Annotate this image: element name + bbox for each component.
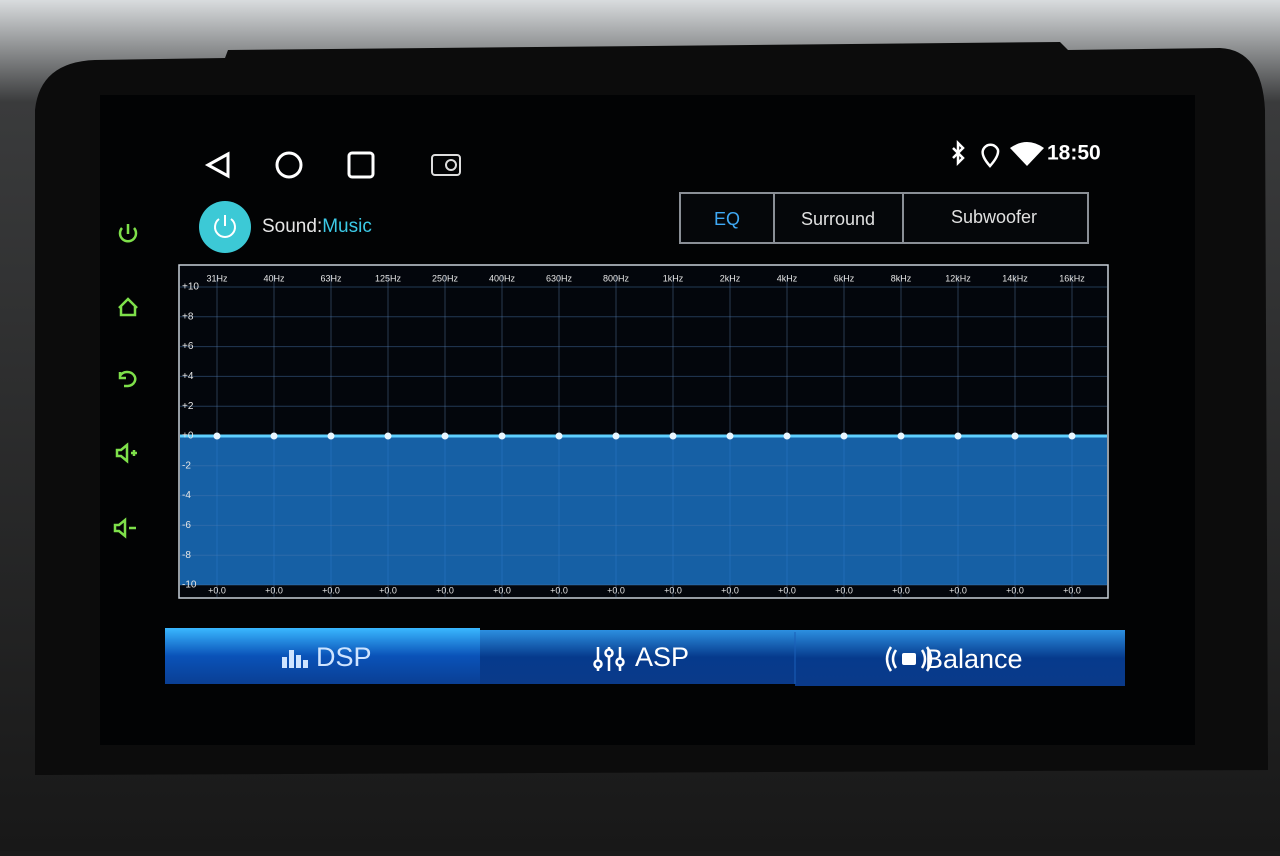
eq-point (840, 432, 848, 440)
value-label: +0.0 (835, 585, 853, 595)
bottom-tab-asp-label[interactable]: ASP (635, 642, 689, 672)
value-label: +0.0 (778, 585, 796, 595)
eq-point (555, 432, 563, 440)
balance-icon (885, 646, 933, 672)
x-tick-label: 16kHz (1059, 273, 1085, 283)
value-label: +0.0 (1063, 585, 1081, 595)
eq-point (897, 432, 905, 440)
eq-point (327, 432, 335, 440)
volume-down-button[interactable] (113, 517, 136, 539)
radio-icon-dial (445, 159, 457, 171)
value-label: +0.0 (208, 585, 226, 595)
tab-surround[interactable]: Surround (801, 209, 875, 229)
value-label: +0.0 (607, 585, 625, 595)
x-tick-label: 6kHz (834, 273, 855, 283)
x-tick-label: 4kHz (777, 273, 798, 283)
location-icon (981, 143, 1000, 168)
eq-point (726, 432, 734, 440)
eq-area (180, 436, 1107, 585)
eq-point (270, 432, 278, 440)
eq-chart: +10 +8 +6 +4 +2 +0 -2 -4 -6 -8 -10 31Hz +0.0 40Hz +0.0… (180, 273, 1107, 597)
eq-point (384, 432, 392, 440)
x-tick-label: 31Hz (206, 273, 228, 283)
tab-group (679, 192, 1089, 244)
home-button[interactable] (118, 297, 138, 317)
y-tick-label: +4 (182, 371, 194, 382)
asp-icon (593, 647, 625, 671)
dsp-icon (282, 650, 308, 668)
eq-point (441, 432, 449, 440)
x-tick-label: 1kHz (663, 273, 684, 283)
x-tick-label: 400Hz (489, 273, 516, 283)
y-tick-label: -10 (182, 580, 197, 591)
bottom-tab-asp[interactable] (480, 630, 795, 684)
x-tick-label: 800Hz (603, 273, 630, 283)
eq-point (1011, 432, 1019, 440)
x-tick-label: 630Hz (546, 273, 573, 283)
eq-point (612, 432, 620, 440)
value-label: +0.0 (436, 585, 454, 595)
eq-point (498, 432, 506, 440)
sound-power-toggle[interactable] (199, 201, 251, 253)
tab-eq[interactable]: EQ (714, 209, 740, 229)
eq-point (669, 432, 677, 440)
y-tick-label: +2 (182, 401, 194, 412)
y-tick-label: -8 (182, 550, 191, 561)
y-tick-label: -6 (182, 520, 191, 531)
eq-point (783, 432, 791, 440)
side-buttons (113, 224, 138, 539)
x-tick-label: 8kHz (891, 273, 912, 283)
bottom-tab-balance-label[interactable]: Balance (925, 644, 1023, 674)
value-label: +0.0 (379, 585, 397, 595)
x-tick-label: 12kHz (945, 273, 971, 283)
eq-point (213, 432, 221, 440)
sound-label: Sound: (262, 216, 322, 237)
sound-power-icon (214, 215, 236, 238)
value-label: +0.0 (949, 585, 967, 595)
sound-source-name: Music (322, 216, 372, 237)
eq-point (954, 432, 962, 440)
value-label: +0.0 (664, 585, 682, 595)
bottom-tab-dsp-label[interactable]: DSP (316, 642, 372, 672)
bottom-tab-balance[interactable] (795, 630, 1125, 686)
value-label: +0.0 (892, 585, 910, 595)
value-label: +0.0 (550, 585, 568, 595)
y-tick-label: +10 (182, 282, 199, 293)
bottom-tab-dsp[interactable] (165, 628, 480, 684)
bluetooth-icon (952, 139, 965, 167)
x-tick-label: 2kHz (720, 273, 741, 283)
back-button[interactable] (118, 370, 137, 388)
value-label: +0.0 (1006, 585, 1024, 595)
tab-subwoofer[interactable]: Subwoofer (951, 207, 1037, 227)
volume-up-button[interactable] (115, 442, 137, 464)
x-tick-label: 14kHz (1002, 273, 1028, 283)
nav-recents[interactable] (347, 151, 375, 179)
nav-home[interactable] (275, 151, 303, 179)
eq-point (1068, 432, 1076, 440)
power-button[interactable] (118, 224, 138, 243)
nav-back[interactable] (204, 151, 230, 179)
value-label: +0.0 (493, 585, 511, 595)
x-tick-label: 125Hz (375, 273, 402, 283)
y-tick-label: +8 (182, 311, 194, 322)
x-tick-label: 250Hz (432, 273, 459, 283)
sound-source: Sound:Music (262, 216, 372, 237)
y-tick-label: -2 (182, 460, 191, 471)
radio-icon (431, 154, 461, 176)
wifi-icon (1010, 142, 1044, 166)
x-tick-label: 40Hz (263, 273, 285, 283)
y-tick-label: -4 (182, 490, 191, 501)
x-tick-label: 63Hz (320, 273, 342, 283)
clock: 18:50 (1047, 142, 1101, 165)
y-tick-label: +0 (182, 431, 194, 442)
value-label: +0.0 (721, 585, 739, 595)
value-label: +0.0 (322, 585, 340, 595)
value-label: +0.0 (265, 585, 283, 595)
y-tick-label: +6 (182, 341, 194, 352)
